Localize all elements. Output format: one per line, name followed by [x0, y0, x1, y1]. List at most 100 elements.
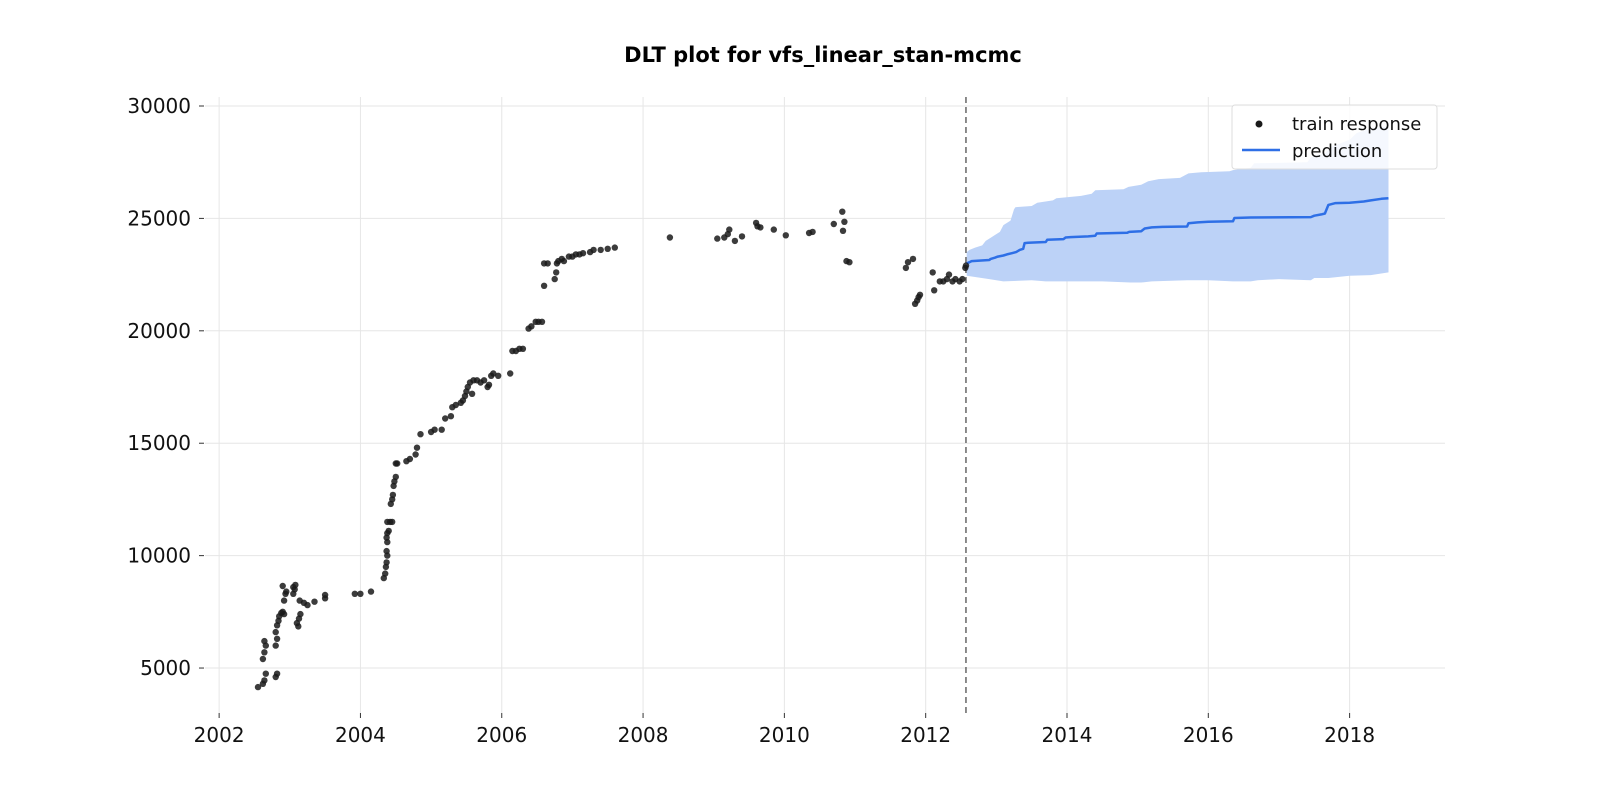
train-point	[931, 287, 938, 294]
train-point	[538, 318, 546, 325]
train-point	[280, 597, 288, 604]
train-point	[406, 455, 414, 463]
train-point	[579, 250, 587, 257]
train-point	[846, 259, 853, 266]
train-point	[297, 610, 304, 618]
x-tick-label: 2002	[194, 723, 245, 747]
train-point	[830, 220, 837, 228]
x-tick-label: 2012	[900, 723, 951, 747]
x-tick-label: 2014	[1042, 723, 1093, 747]
train-point	[904, 259, 912, 266]
train-point	[490, 370, 497, 377]
train-point	[290, 590, 297, 597]
x-tick-label: 2018	[1324, 723, 1375, 747]
train-point	[383, 547, 390, 555]
train-point	[272, 628, 279, 636]
train-point	[283, 588, 290, 595]
x-tick-label: 2004	[335, 723, 386, 747]
train-point	[273, 635, 281, 642]
train-point	[782, 232, 789, 239]
train-point	[262, 670, 269, 677]
train-point	[261, 649, 268, 656]
train-point	[357, 590, 364, 597]
train-point	[279, 582, 286, 590]
train-point	[413, 444, 421, 451]
train-point	[447, 413, 455, 420]
train-point	[280, 610, 288, 618]
train-point	[902, 264, 910, 272]
train-point	[809, 228, 816, 236]
train-point	[731, 237, 739, 245]
train-point	[519, 345, 527, 352]
legend-box	[1231, 104, 1438, 170]
prediction-line-group	[966, 196, 1389, 265]
train-point	[485, 381, 493, 388]
train-point	[383, 559, 390, 566]
train-points	[254, 208, 970, 691]
y-tick-label: 30000	[127, 94, 191, 118]
train-point	[452, 401, 459, 409]
chart-title: DLT plot for vfs_linear_stan-mcmc	[624, 43, 1022, 67]
x-tick-label: 2006	[476, 723, 527, 747]
train-point	[714, 235, 721, 242]
train-point	[480, 377, 488, 384]
train-point	[311, 598, 318, 605]
x-tick-label: 2008	[618, 723, 669, 747]
train-point	[438, 426, 445, 433]
train-point	[259, 655, 267, 663]
train-point	[273, 670, 281, 677]
train-point	[590, 246, 597, 254]
train-point	[495, 372, 502, 379]
y-tick-label: 25000	[127, 206, 191, 230]
legend-label-prediction: prediction	[1292, 141, 1382, 162]
train-point	[916, 291, 924, 298]
train-point	[553, 269, 560, 276]
legend-label-train: train response	[1292, 114, 1421, 135]
train-point	[254, 683, 262, 691]
y-tick-label: 20000	[127, 319, 191, 343]
train-point	[304, 601, 311, 609]
train-point	[929, 269, 936, 276]
train-point	[261, 677, 268, 684]
y-tick-label: 10000	[127, 544, 191, 568]
train-point	[757, 224, 764, 231]
train-point	[468, 390, 476, 397]
prediction-line	[966, 196, 1389, 265]
train-point	[839, 227, 847, 234]
y-tick-label: 15000	[127, 431, 191, 455]
train-point	[726, 226, 733, 233]
train-point	[666, 234, 674, 241]
train-point	[544, 260, 551, 267]
train-point	[272, 642, 279, 649]
train-point	[261, 637, 268, 645]
train-point	[962, 262, 970, 269]
train-point	[959, 275, 966, 283]
train-point	[909, 255, 917, 263]
train-point	[945, 271, 953, 278]
y-tick-label: 5000	[140, 656, 191, 680]
train-point	[770, 226, 777, 233]
train-point	[551, 275, 558, 283]
train-point	[560, 257, 568, 265]
train-point	[382, 570, 389, 577]
x-tick-label: 2010	[759, 723, 810, 747]
train-point	[292, 581, 299, 589]
train-point	[417, 431, 424, 438]
x-tick-label: 2016	[1183, 723, 1234, 747]
legend-marker-train	[1255, 120, 1263, 128]
train-point	[738, 233, 746, 240]
train-point	[389, 491, 397, 499]
axes: 2002 2004 2006 2008 2010 2012 2014 2016 2018 5000…	[127, 94, 1375, 747]
train-point	[412, 451, 419, 458]
train-point	[385, 527, 392, 535]
train-point	[611, 244, 618, 251]
train-point	[604, 245, 611, 252]
train-point	[839, 208, 846, 215]
train-point	[351, 590, 358, 597]
train-point	[367, 588, 375, 595]
train-point	[528, 323, 535, 330]
train-point	[540, 282, 548, 289]
train-point	[392, 473, 399, 481]
